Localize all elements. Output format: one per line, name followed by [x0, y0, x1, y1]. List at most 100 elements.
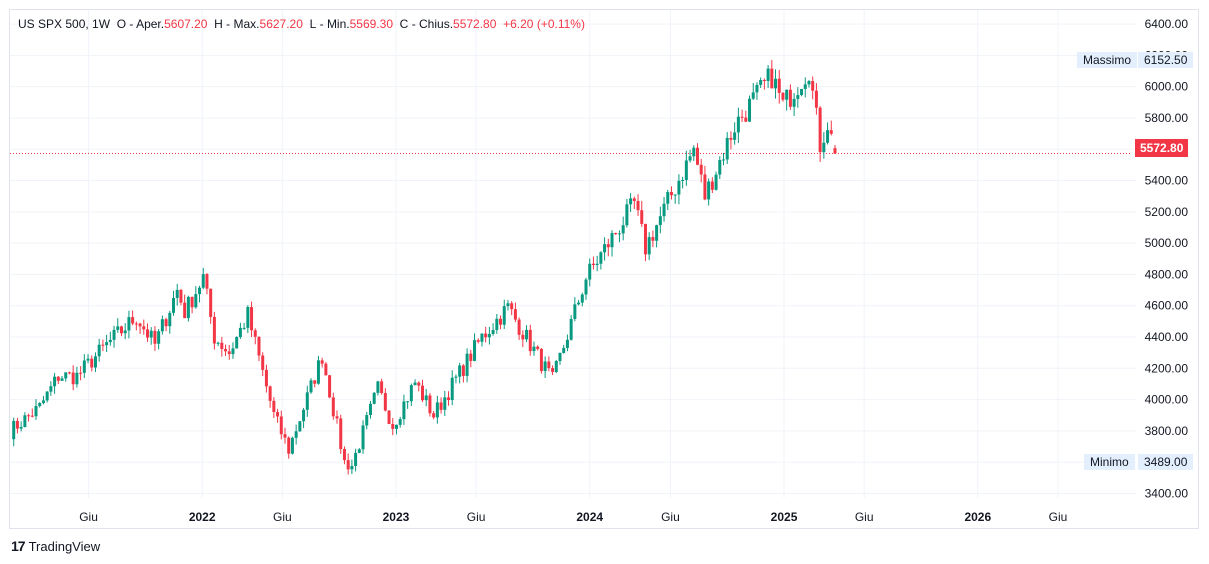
- candle-body: [491, 329, 495, 334]
- candle-body: [577, 302, 581, 305]
- candle-body: [153, 330, 157, 344]
- candle-body: [554, 361, 558, 372]
- close-prefix: - Chius.: [411, 17, 454, 31]
- candle-body: [212, 316, 216, 344]
- candle-body: [643, 223, 647, 255]
- x-tick-label: Giu: [1049, 510, 1068, 524]
- candle-body: [380, 381, 384, 394]
- candle-body: [131, 317, 135, 324]
- candle-body: [558, 352, 562, 362]
- candle-body: [539, 348, 543, 372]
- candle-body: [339, 418, 343, 450]
- candle-body: [15, 420, 19, 429]
- candle-body: [361, 425, 365, 450]
- candle-body: [658, 216, 662, 226]
- period-high-label: Massimo: [1077, 52, 1138, 68]
- candle-body: [149, 330, 153, 338]
- candle-body: [402, 401, 406, 420]
- candle-body: [569, 318, 573, 340]
- candle-body: [268, 386, 272, 401]
- candle-body: [413, 382, 417, 386]
- candle-body: [283, 434, 287, 438]
- candle-body: [803, 84, 807, 90]
- candle-body: [164, 319, 168, 327]
- candle-body: [279, 416, 283, 435]
- candle-body: [707, 181, 711, 200]
- candle-body: [681, 179, 685, 181]
- candle-body: [651, 237, 655, 241]
- y-tick-label: 5800.00: [1145, 111, 1189, 125]
- candle-body: [179, 289, 183, 303]
- y-tick-label: 3800.00: [1145, 424, 1189, 438]
- candle-body: [320, 360, 324, 364]
- candle-body: [420, 385, 424, 401]
- candle-body: [242, 327, 246, 329]
- candle-body: [796, 95, 800, 99]
- candle-body: [800, 89, 804, 96]
- x-tick-label: 2025: [771, 510, 798, 524]
- candle-body: [324, 363, 328, 376]
- candle-body: [227, 351, 231, 355]
- candle-body: [41, 400, 45, 404]
- candle-body: [636, 200, 640, 211]
- candle-body: [447, 397, 451, 401]
- candle-body: [398, 419, 402, 425]
- candle-body: [703, 174, 707, 200]
- candle-body: [432, 413, 436, 418]
- candle-body: [350, 465, 354, 470]
- candle-body: [506, 303, 510, 307]
- candle-body: [714, 174, 718, 190]
- candle-body: [328, 375, 332, 398]
- x-tick-label: 2023: [383, 510, 410, 524]
- candle-body: [194, 294, 198, 308]
- high-value: 5627.20: [259, 17, 303, 31]
- candle-body: [276, 412, 280, 417]
- candle-body: [406, 401, 410, 403]
- candle-body: [692, 147, 696, 157]
- period-low-value: 3489.00: [1138, 454, 1194, 470]
- candle-body: [521, 334, 525, 340]
- candle-body: [198, 287, 202, 295]
- candle-body: [250, 307, 254, 331]
- candle-body: [331, 397, 335, 417]
- candle-body: [632, 198, 636, 201]
- candle-body: [818, 107, 822, 153]
- candle-body: [53, 376, 57, 387]
- candle-body: [294, 431, 298, 438]
- price-chart[interactable]: 3400.003600.003800.004000.004200.004400.…: [10, 10, 1199, 530]
- candle-body: [588, 263, 592, 280]
- ohlc-legend: US SPX 500, 1W O - Aper.5607.20 H - Max.…: [18, 17, 585, 31]
- y-tick-label: 4200.00: [1145, 361, 1189, 375]
- candle-body: [235, 337, 239, 349]
- candle-body: [443, 397, 447, 410]
- candle-body: [134, 323, 138, 325]
- candle-body: [565, 339, 569, 348]
- candle-body: [201, 274, 205, 288]
- y-tick-label: 5400.00: [1145, 174, 1189, 188]
- candle-body: [811, 81, 815, 91]
- candle-body: [547, 361, 551, 369]
- candle-body: [86, 358, 90, 361]
- candle-body: [45, 391, 49, 401]
- candle-body: [372, 392, 376, 404]
- candle-body: [777, 78, 781, 93]
- candle-body: [617, 233, 621, 235]
- candle-body: [774, 78, 778, 89]
- candle-body: [785, 89, 789, 100]
- symbol-name: US SPX 500: [18, 17, 86, 31]
- footer-branding[interactable]: 17 TradingView: [11, 538, 100, 554]
- candle-body: [30, 415, 34, 417]
- candle-body: [354, 452, 358, 466]
- candle-body: [157, 331, 161, 344]
- candle-body: [729, 137, 733, 140]
- candle-body: [625, 204, 629, 226]
- candle-body: [101, 344, 105, 346]
- candle-body: [473, 340, 477, 361]
- candle-body: [525, 329, 529, 340]
- candle-body: [718, 159, 722, 175]
- x-tick-label: Giu: [661, 510, 680, 524]
- x-tick-label: 2024: [576, 510, 603, 524]
- candle-body: [814, 90, 818, 108]
- candle-body: [807, 81, 811, 85]
- candle-body: [391, 423, 395, 429]
